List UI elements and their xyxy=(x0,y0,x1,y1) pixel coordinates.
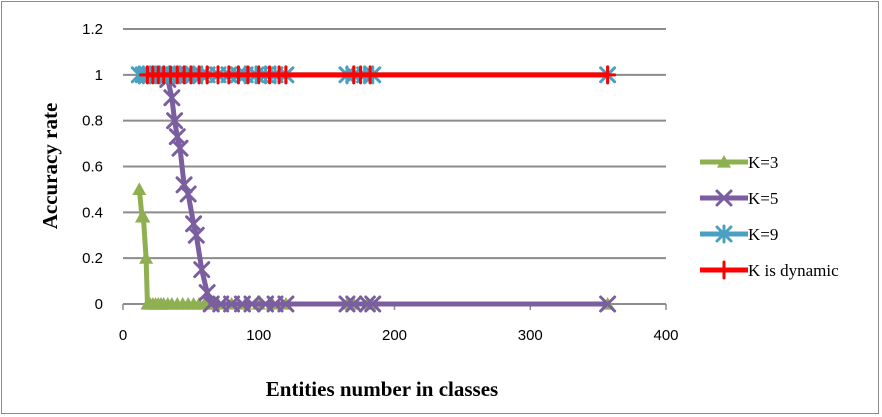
y-tick-label: 0.6 xyxy=(82,159,103,176)
y-tick-label: 0.4 xyxy=(82,204,103,221)
legend-label: K=9 xyxy=(748,225,778,244)
legend-item: K=5 xyxy=(700,189,778,208)
x-axis-title: Entities number in classes xyxy=(266,377,498,401)
y-axis-title: Accuracy rate xyxy=(38,103,62,230)
data-point xyxy=(132,182,146,195)
legend-marker xyxy=(717,262,731,278)
legend: K=3 K=5 K=9 K is dynamic xyxy=(700,153,839,280)
series-line xyxy=(168,79,608,304)
x-tick-label: 200 xyxy=(382,327,407,344)
y-tick-label: 0.8 xyxy=(82,113,103,130)
y-tick-label: 0.2 xyxy=(82,250,103,267)
x-tick-label: 400 xyxy=(653,327,678,344)
x-axis-ticks: 0 100 200 300 400 xyxy=(119,304,679,344)
x-tick-label: 300 xyxy=(518,327,543,344)
series-group xyxy=(132,67,614,311)
legend-label: K is dynamic xyxy=(748,261,839,280)
legend-label: K=5 xyxy=(748,189,778,208)
legend-item: K=9 xyxy=(700,225,778,244)
y-tick-label: 1.2 xyxy=(82,21,103,38)
y-axis-ticks: 0 0.2 0.4 0.6 0.8 1 1.2 xyxy=(82,21,103,313)
x-tick-label: 100 xyxy=(246,327,271,344)
x-tick-label: 0 xyxy=(119,327,127,344)
legend-item: K is dynamic xyxy=(700,261,839,280)
gridlines xyxy=(123,29,666,258)
legend-item: K=3 xyxy=(700,153,778,172)
series-line xyxy=(139,189,607,304)
series-1 xyxy=(161,72,615,311)
legend-label: K=3 xyxy=(748,153,778,172)
y-tick-label: 1 xyxy=(95,67,103,84)
y-tick-label: 0 xyxy=(95,296,103,313)
